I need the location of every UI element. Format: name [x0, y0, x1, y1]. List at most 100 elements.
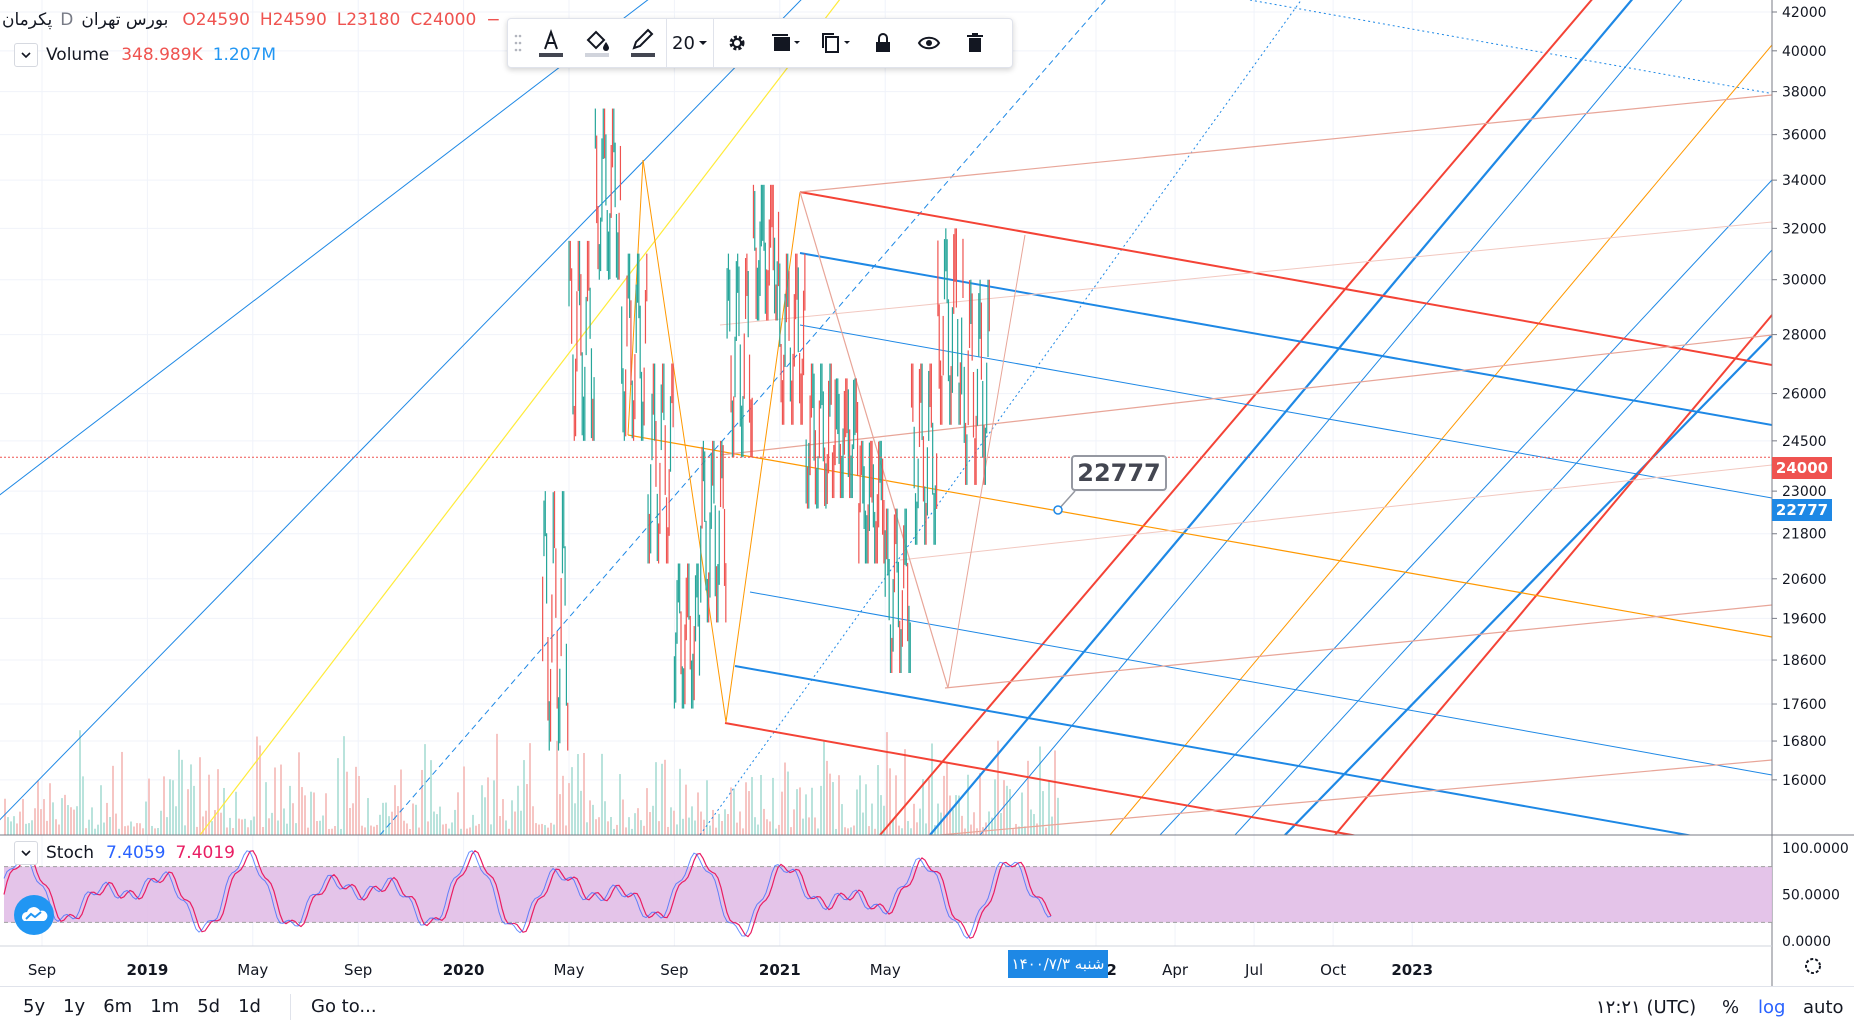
- volume-bar: [640, 820, 642, 835]
- volume-bar: [31, 820, 33, 835]
- volume-bar: [895, 775, 897, 835]
- drawing-line: [799, 191, 949, 689]
- volume-bar: [763, 808, 765, 835]
- volume-bar: [646, 788, 648, 835]
- interval-label[interactable]: D: [60, 10, 74, 30]
- volume-bar: [844, 827, 846, 835]
- volume-bar: [265, 782, 267, 835]
- range-5d-button[interactable]: 5d: [197, 996, 221, 1017]
- price-tick-label: 28000: [1782, 328, 1827, 344]
- volume-bar: [28, 823, 30, 835]
- volume-bar: [310, 791, 312, 835]
- volume-bar: [736, 822, 738, 835]
- drawing-line: [719, 221, 1772, 326]
- settings-button[interactable]: [714, 19, 760, 67]
- line-color-button[interactable]: [620, 19, 666, 67]
- toolbar-separator: [713, 19, 714, 67]
- symbol-name[interactable]: پکرمان: [2, 10, 53, 30]
- price-tick-label: 30000: [1782, 273, 1827, 289]
- volume-bar: [427, 821, 429, 835]
- stoch-k-line: [3, 850, 1052, 939]
- goto-date-button[interactable]: Go to...: [290, 993, 377, 1020]
- volume-bar: [757, 824, 759, 835]
- range-1m-button[interactable]: 1m: [150, 996, 180, 1017]
- lock-button[interactable]: [860, 19, 906, 67]
- volume-bar: [256, 736, 258, 835]
- volume-bar: [91, 807, 93, 835]
- volume-bar: [652, 805, 654, 835]
- clone-button[interactable]: [810, 19, 860, 67]
- volume-bar: [304, 795, 306, 835]
- volume-bar: [871, 803, 873, 835]
- volume-bar: [694, 820, 696, 835]
- volume-bar: [220, 812, 222, 835]
- volume-bar: [979, 773, 981, 835]
- line-width-button[interactable]: 20: [667, 19, 713, 67]
- fill-color-button[interactable]: [574, 19, 620, 67]
- drawing-line: [1334, 314, 1772, 835]
- volume-bar: [580, 790, 582, 835]
- volume-bar: [562, 775, 564, 835]
- range-5y-button[interactable]: 5y: [23, 996, 46, 1017]
- volume-bar: [601, 753, 603, 835]
- volume-bar: [913, 803, 915, 835]
- time-tick-label: May: [237, 961, 268, 979]
- volume-bar: [973, 812, 975, 835]
- volume-bar: [523, 760, 525, 835]
- volume-bar: [76, 806, 78, 835]
- volume-bar: [553, 824, 555, 835]
- range-6m-button[interactable]: 6m: [103, 996, 133, 1017]
- range-1d-button[interactable]: 1d: [238, 996, 261, 1017]
- volume-bar: [442, 824, 444, 835]
- volume-legend: Volume 348.989K 1.207M: [14, 43, 276, 67]
- volume-bar: [679, 768, 681, 835]
- volume-bar: [70, 807, 72, 835]
- volume-bar: [307, 827, 309, 835]
- volume-bar: [457, 792, 459, 835]
- axis-settings-icon: [1805, 958, 1821, 974]
- volume-bar: [271, 812, 273, 835]
- price-callout[interactable]: 22777: [1071, 455, 1167, 491]
- log-scale-button[interactable]: log: [1758, 996, 1786, 1018]
- volume-collapse-button[interactable]: [14, 43, 38, 67]
- drawing-toolbar: 20: [507, 18, 1013, 68]
- volume-bar: [862, 812, 864, 835]
- percent-scale-button[interactable]: %: [1722, 996, 1740, 1018]
- stoch-tick-label: 50.0000: [1782, 888, 1840, 904]
- app-logo-badge[interactable]: [14, 895, 54, 935]
- drag-handle[interactable]: [508, 19, 528, 67]
- drawing-line: [0, 0, 649, 496]
- timezone-clock[interactable]: ۱۲:۲۱ (UTC): [1596, 996, 1697, 1018]
- stoch-collapse-button[interactable]: [14, 841, 38, 865]
- volume-bar: [664, 759, 666, 835]
- clone-icon: [822, 33, 850, 53]
- volume-bar: [178, 749, 180, 835]
- volume-bar: [667, 826, 669, 835]
- volume-bar: [823, 741, 825, 835]
- volume-bar: [703, 819, 705, 835]
- volume-bar: [397, 806, 399, 835]
- visibility-button[interactable]: [906, 19, 952, 67]
- volume-bar: [118, 828, 120, 835]
- range-1y-button[interactable]: 1y: [63, 996, 86, 1017]
- auto-scale-button[interactable]: auto: [1803, 996, 1844, 1018]
- layers-button[interactable]: [760, 19, 810, 67]
- volume-bar: [376, 824, 378, 835]
- bottom-toolbar: 5y 1y 6m 1m 5d 1d Go to... ۱۲:۲۱ (UTC) %…: [0, 986, 1854, 1026]
- volume-bar: [334, 826, 336, 835]
- text-color-button[interactable]: [528, 19, 574, 67]
- volume-bar: [352, 803, 354, 835]
- volume-bar: [319, 820, 321, 835]
- drawing-line: [939, 759, 1772, 835]
- drawing-line: [379, 0, 1106, 835]
- volume-bar: [379, 814, 381, 835]
- time-tick-label: Apr: [1162, 961, 1189, 979]
- delete-button[interactable]: [952, 19, 998, 67]
- volume-bar: [526, 784, 528, 835]
- volume-bar: [187, 789, 189, 835]
- volume-bar: [616, 824, 618, 835]
- volume-bar: [604, 801, 606, 835]
- volume-bar: [715, 827, 717, 835]
